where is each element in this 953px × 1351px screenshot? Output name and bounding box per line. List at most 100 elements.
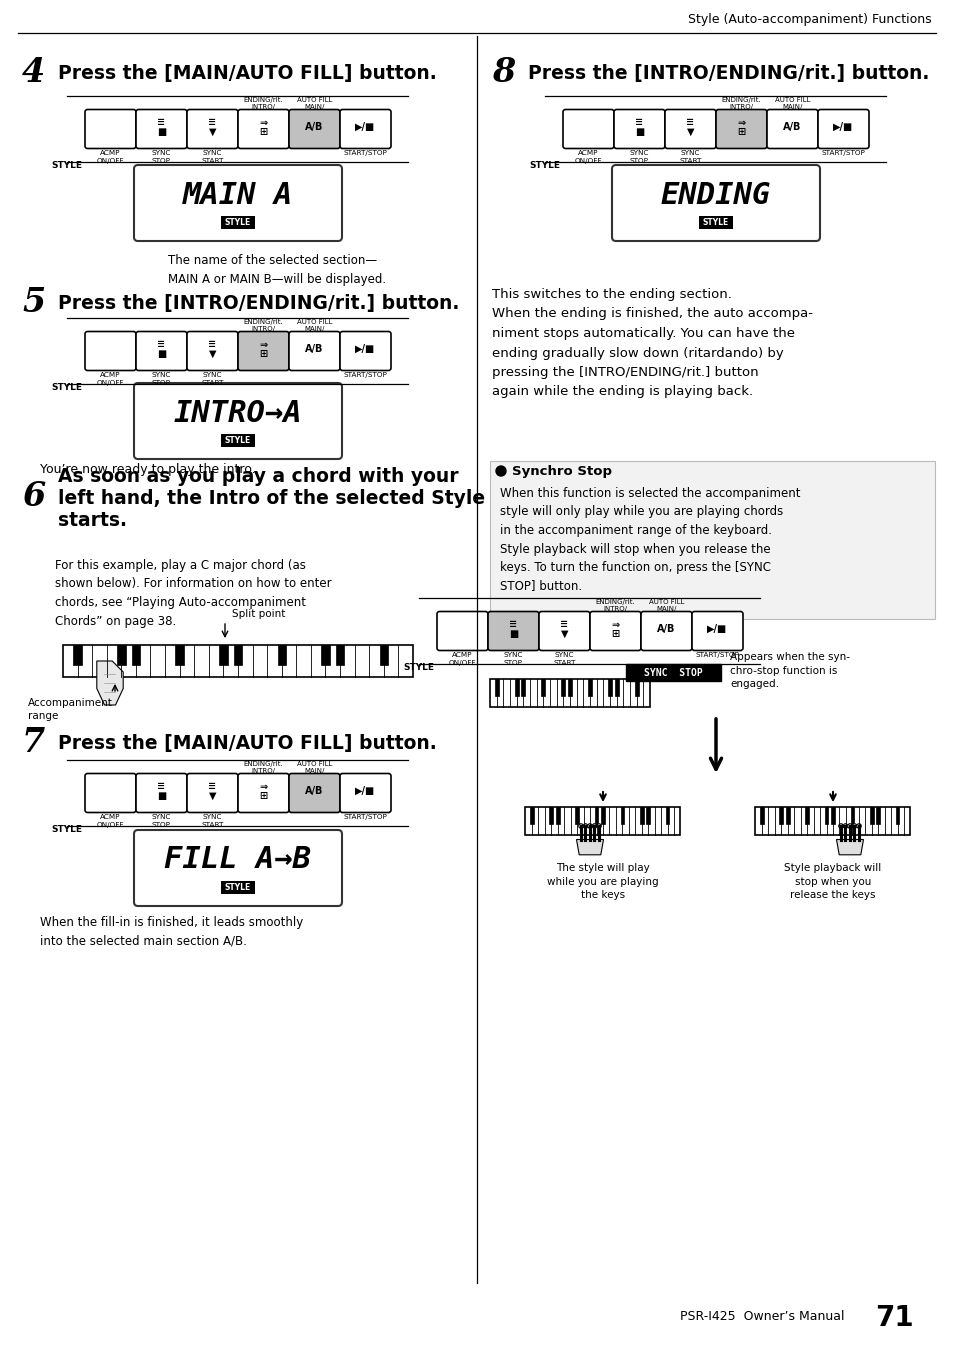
Text: For this example, play a C major chord (as
shown below). For information on how : For this example, play a C major chord (… [55,559,332,627]
Text: A/B: A/B [657,624,675,634]
Text: ≡
▼: ≡ ▼ [208,118,216,136]
FancyBboxPatch shape [136,774,187,812]
Text: Style (Auto-accompaniment) Functions: Style (Auto-accompaniment) Functions [688,14,931,27]
FancyBboxPatch shape [562,109,614,149]
Bar [567,680,572,696]
Text: INTRO/: INTRO/ [252,767,275,774]
Bar [541,680,545,696]
FancyBboxPatch shape [339,109,391,149]
Text: SYNC  STOP: SYNC STOP [643,667,702,677]
Text: 71: 71 [874,1304,913,1332]
Text: A/B: A/B [782,122,801,132]
Text: INTRO/: INTRO/ [252,326,275,332]
Text: ≡
▼: ≡ ▼ [208,781,216,801]
Text: FILL A→B: FILL A→B [164,846,312,874]
Text: STYLE: STYLE [51,384,82,393]
FancyBboxPatch shape [589,612,640,650]
Text: STOP: STOP [629,158,648,163]
FancyBboxPatch shape [289,774,339,812]
Text: starts.: starts. [58,511,127,530]
Text: ENDING/rit.: ENDING/rit. [595,598,635,605]
Circle shape [847,824,851,828]
FancyBboxPatch shape [766,109,817,149]
Bar [625,663,720,681]
Bar [549,807,553,824]
Bar [379,644,388,665]
Text: START/STOP: START/STOP [821,150,864,155]
Text: ENDING/rit.: ENDING/rit. [243,761,283,767]
Text: START/STOP: START/STOP [343,150,387,155]
Text: As soon as you play a chord with your: As soon as you play a chord with your [58,467,458,486]
Text: ACMP: ACMP [452,653,473,658]
Text: Press the [INTRO/ENDING/rit.] button.: Press the [INTRO/ENDING/rit.] button. [527,63,928,82]
Text: PSR-I425  Owner’s Manual: PSR-I425 Owner’s Manual [679,1309,843,1323]
Bar [560,680,565,696]
Bar [63,644,413,677]
Text: START: START [201,380,223,386]
Text: STYLE: STYLE [225,884,251,892]
Text: SYNC: SYNC [152,150,172,155]
FancyBboxPatch shape [716,109,766,149]
Text: START: START [201,158,223,163]
Bar [665,807,669,824]
Text: STOP: STOP [152,821,171,828]
Text: A/B: A/B [305,786,323,796]
Bar [321,644,330,665]
Text: ⇒
⊞: ⇒ ⊞ [259,781,267,801]
Bar [525,807,679,835]
Text: STYLE: STYLE [529,162,560,170]
Text: START: START [679,158,701,163]
Text: ⇒
⊞: ⇒ ⊞ [611,619,618,639]
Text: ENDING/rit.: ENDING/rit. [720,97,760,103]
Bar [575,807,578,824]
Text: ON/OFF: ON/OFF [574,158,601,163]
Text: When the fill-in is finished, it leads smoothly
into the selected main section A: When the fill-in is finished, it leads s… [40,916,303,947]
FancyBboxPatch shape [339,331,391,370]
Text: SYNC: SYNC [203,815,222,820]
Bar [895,807,899,824]
Text: INTRO/: INTRO/ [729,104,753,109]
Circle shape [856,824,861,828]
Bar [490,461,934,619]
Bar [646,807,649,824]
Text: When this function is selected the accompaniment
style will only play while you : When this function is selected the accom… [499,486,800,593]
FancyBboxPatch shape [436,612,488,650]
Bar [699,216,732,230]
Text: MAIN/: MAIN/ [304,326,324,332]
Bar [600,807,604,824]
Text: ACMP: ACMP [578,150,598,155]
Bar [233,644,242,665]
Text: ▶/■: ▶/■ [833,122,853,132]
Text: A/B: A/B [305,122,323,132]
Text: START: START [553,661,575,666]
Bar [755,807,909,835]
Text: ▶/■: ▶/■ [355,122,375,132]
Text: ON/OFF: ON/OFF [96,380,124,386]
Text: 4: 4 [22,57,45,89]
Circle shape [496,466,505,476]
Bar [760,807,763,824]
Text: ACMP: ACMP [100,150,121,155]
Text: ACMP: ACMP [100,372,121,378]
Text: ≡
■: ≡ ■ [156,339,166,358]
Text: ▶/■: ▶/■ [355,345,375,354]
Text: The style will play
while you are playing
the keys: The style will play while you are playin… [547,863,659,900]
Text: ≡
■: ≡ ■ [156,781,166,801]
Text: STYLE: STYLE [51,162,82,170]
FancyBboxPatch shape [187,331,237,370]
Bar [530,807,534,824]
Text: INTRO/: INTRO/ [603,607,627,612]
Text: Synchro Stop: Synchro Stop [512,465,612,477]
Text: SYNC: SYNC [203,372,222,378]
Bar [521,680,525,696]
Text: AUTO FILL: AUTO FILL [774,97,809,103]
FancyBboxPatch shape [339,774,391,812]
FancyBboxPatch shape [817,109,868,149]
Bar [607,680,611,696]
Circle shape [838,824,842,828]
Text: ≡
■: ≡ ■ [508,619,517,639]
Circle shape [582,824,587,828]
Text: ACMP: ACMP [100,815,121,820]
FancyBboxPatch shape [85,331,136,370]
Text: STYLE: STYLE [225,436,251,444]
